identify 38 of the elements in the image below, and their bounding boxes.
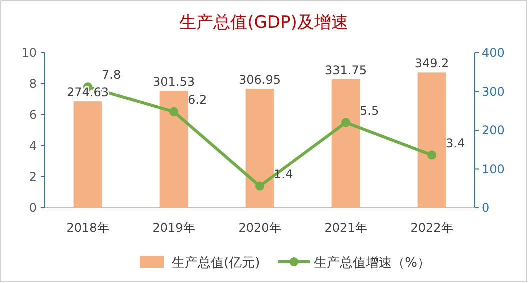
point (256, 182, 264, 191)
chart-title: 生产总值(GDP)及增速 (180, 13, 348, 33)
point (170, 107, 178, 116)
bar (418, 72, 446, 208)
y-tick-label: 2 (29, 170, 37, 184)
y2-tick-label: 200 (482, 124, 505, 138)
y-tick-label: 4 (29, 139, 37, 153)
y-tick-label: 0 (29, 201, 37, 215)
point (428, 150, 436, 160)
y-tick-label: 6 (29, 108, 37, 122)
y2-tick-label: 0 (482, 201, 490, 215)
y2-tick-label: 100 (482, 162, 505, 176)
y-tick-label: 10 (22, 46, 37, 60)
data-label: 301.53 (153, 75, 195, 90)
bar (246, 89, 274, 208)
data-label: 331.75 (325, 63, 367, 78)
bar (74, 102, 102, 208)
legend-label: 生产总值增速（%） (314, 256, 431, 271)
data-label: 274.63 (67, 86, 109, 100)
point (342, 118, 350, 128)
x-tick-label: 2021年 (324, 221, 368, 235)
x-tick-label: 2019年 (152, 221, 196, 235)
data-label: 6.2 (188, 92, 208, 107)
y2-tick-label: 300 (482, 84, 505, 99)
data-label: 3.4 (446, 136, 466, 150)
x-tick-label: 2022年 (410, 221, 454, 235)
data-label: 349.2 (414, 56, 450, 71)
y-tick-label: 8 (29, 77, 37, 91)
legend-label: 生产总值(亿元) (172, 256, 260, 271)
data-label: 7.8 (102, 68, 122, 82)
bar (332, 79, 360, 208)
x-tick-label: 2018年 (66, 221, 110, 235)
data-label: 5.5 (360, 104, 380, 118)
data-label: 1.4 (274, 167, 294, 182)
y2-tick-label: 400 (482, 46, 505, 60)
data-label: 306.95 (239, 73, 281, 88)
x-tick-label: 2020年 (238, 221, 282, 235)
bar (160, 91, 188, 208)
